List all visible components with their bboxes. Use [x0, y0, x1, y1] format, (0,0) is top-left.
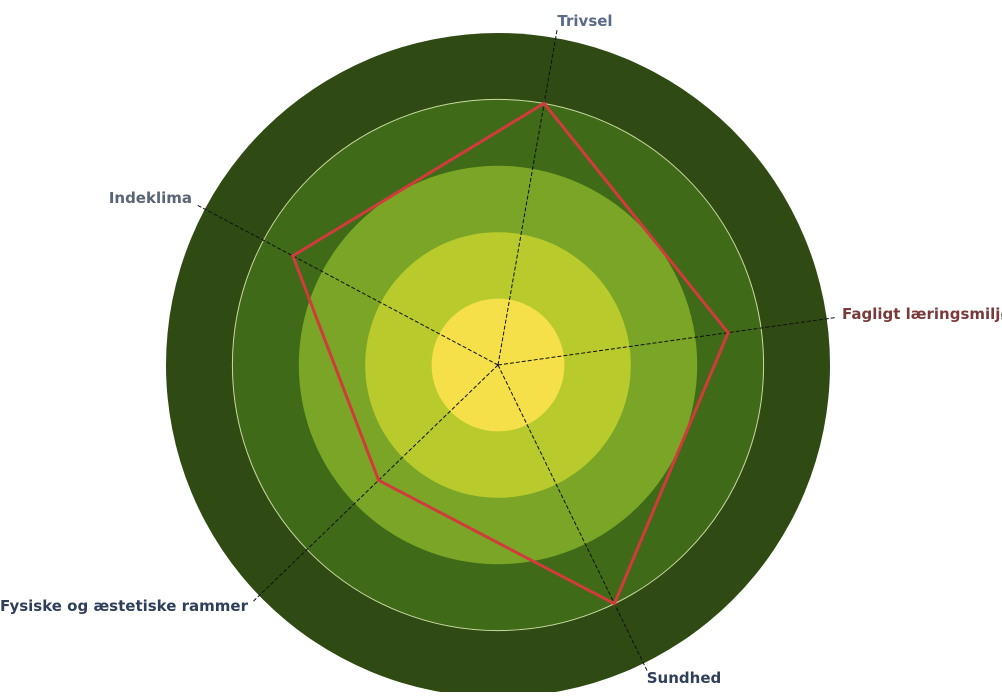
radar-axis-line	[197, 204, 499, 366]
radar-data-point	[291, 254, 295, 258]
radar-data-point	[377, 478, 381, 482]
radar-axis-line	[497, 317, 835, 366]
axis-label: Trivsel	[557, 12, 612, 30]
radar-data-point	[726, 331, 730, 335]
axis-label: Fagligt læringsmiljø	[842, 305, 1002, 323]
axis-label: Sundhed	[647, 669, 722, 687]
radar-axes	[197, 30, 835, 671]
radar-axis-line	[253, 364, 499, 602]
radar-series	[290, 101, 730, 606]
radar-axis-labels: Trivsel Fagligt læringsmiljø Sundhed Fysisk…	[0, 12, 1002, 687]
axis-label: Indeklima	[109, 189, 192, 207]
radar-series-polygon	[290, 101, 730, 606]
axis-label: Fysiske og æstetiske rammer	[0, 597, 249, 615]
radar-axis-line	[497, 30, 558, 366]
radar-data-point	[542, 101, 546, 105]
radar-data-point	[612, 602, 616, 606]
radar-axis-line	[497, 364, 648, 671]
radar-rings	[166, 33, 830, 696]
